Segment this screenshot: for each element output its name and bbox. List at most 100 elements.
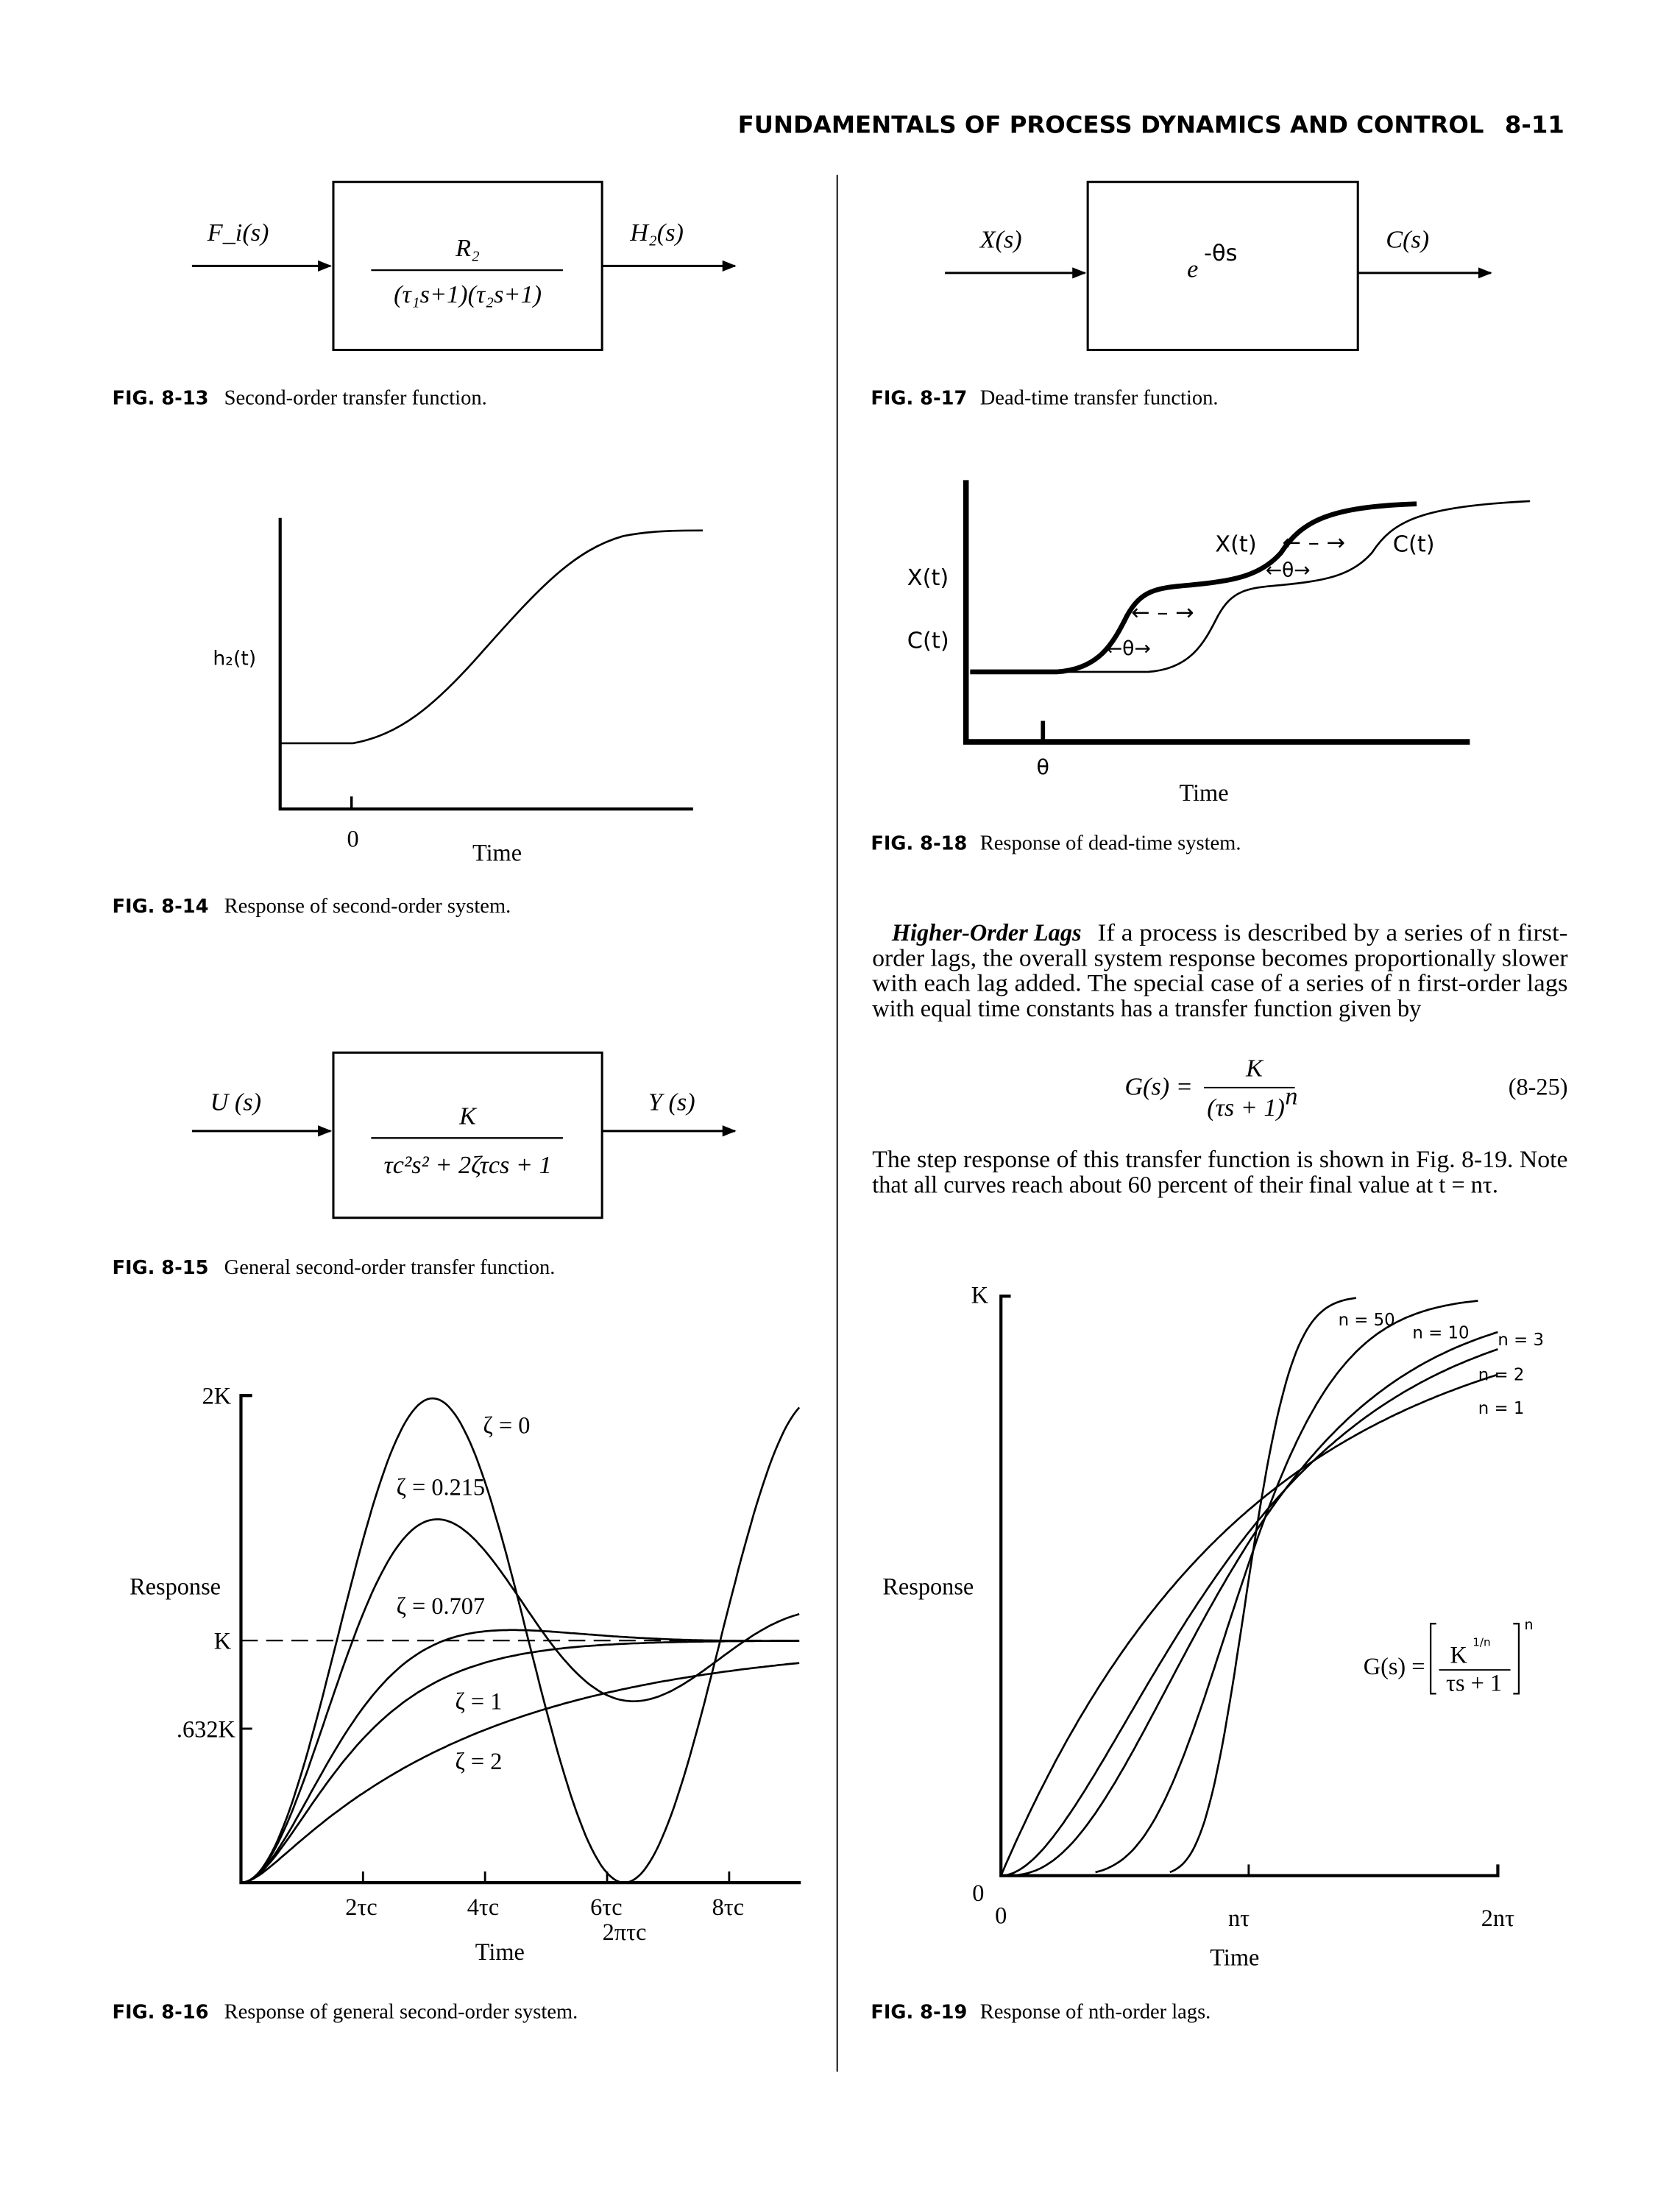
curve-label: ζ = 1 xyxy=(455,1688,502,1714)
curve-label: n = 10 xyxy=(1412,1323,1469,1342)
response-curve-zeta-1 xyxy=(241,1640,800,1884)
y-axis-label: h₂(t) xyxy=(213,647,256,670)
x-tick-label: 4τc xyxy=(467,1894,500,1920)
input-label: X(s) xyxy=(979,226,1022,254)
y-zero-label: 0 xyxy=(972,1880,984,1906)
curve-label: n = 3 xyxy=(1498,1331,1544,1350)
paragraph-line: with each lag added. The special case of… xyxy=(872,970,1567,996)
y-top-label: K xyxy=(971,1282,989,1309)
formula-numerator: K xyxy=(1450,1642,1467,1668)
response-curve-n-3 xyxy=(1001,1331,1498,1877)
x-tick-label: θ xyxy=(1037,755,1049,779)
axes xyxy=(999,1295,1500,1877)
denominator: τc²s² + 2ζτcs + 1 xyxy=(384,1151,552,1179)
figure-number: FIG. 8-15 xyxy=(112,1257,208,1279)
input-curve xyxy=(970,501,1417,675)
figure-caption: Dead-time transfer function. xyxy=(980,387,1219,410)
fig-8-19: K 0 Response 0 nτ 2nτ Time n = 1 n = 2 n… xyxy=(871,1282,1544,2024)
fig-8-17: X(s) C(s) e -θs FIG. 8-17 Dead-time tran… xyxy=(871,180,1492,410)
transfer-block xyxy=(1086,180,1359,352)
transfer-block xyxy=(332,1051,603,1219)
figure-caption: General second-order transfer function. xyxy=(224,1256,556,1279)
equation-denominator: (τs + 1) xyxy=(1207,1094,1285,1122)
block-base: e xyxy=(1187,255,1198,283)
fig-8-14: h₂(t) 0 Time FIG. 8-14 Response of secon… xyxy=(112,517,703,918)
response-curve-n-2 xyxy=(1001,1348,1498,1877)
response-curve-n-50 xyxy=(1169,1297,1357,1874)
numerator: K xyxy=(458,1102,478,1130)
output-label: C(s) xyxy=(1386,226,1429,254)
x-axis-label: Time xyxy=(472,840,522,866)
equation-lhs: G(s) = xyxy=(1124,1072,1192,1100)
block-exponent: -θs xyxy=(1204,241,1237,266)
curve-label: ζ = 0.707 xyxy=(397,1593,486,1619)
y-axis-label: Response xyxy=(130,1573,221,1599)
x-tick-label: 2τc xyxy=(345,1894,378,1920)
paragraph-line: with equal time constants has a transfer… xyxy=(872,995,1422,1021)
figure-caption: Response of dead-time system. xyxy=(980,832,1241,854)
curve-label-output: C(t) xyxy=(1393,531,1435,557)
response-curve xyxy=(280,529,703,745)
curve-label: ζ = 2 xyxy=(455,1748,502,1774)
x-tick-label: 8τc xyxy=(712,1894,745,1920)
y-tick-label-k: K xyxy=(214,1628,232,1654)
x-tick-label: 0 xyxy=(995,1902,1007,1928)
response-curve-zeta-0.215 xyxy=(241,1518,800,1884)
figure-number: FIG. 8-14 xyxy=(112,896,208,918)
fig-8-15: U (s) Y (s) K τc²s² + 2ζτcs + 1 FIG. 8-1… xyxy=(112,1051,737,1279)
axes xyxy=(278,517,693,811)
y-label-output: C(t) xyxy=(907,628,949,654)
formula-brackets xyxy=(1429,1623,1520,1695)
higher-order-lags-section: Higher-Order Lags If a process is descri… xyxy=(872,919,1568,1197)
fig-8-13: F_i(s) H₂(s) R₂ (τ₁s+1)(τ₂s+1) FIG. 8-13… xyxy=(112,180,737,410)
figure-number: FIG. 8-17 xyxy=(871,388,967,410)
transfer-function-formula: G(s) = K 1/n τs + 1 n xyxy=(1364,1617,1534,1696)
curve-label: n = 50 xyxy=(1339,1311,1395,1330)
axes xyxy=(239,1394,801,1885)
curve-label: ζ = 0 xyxy=(483,1412,530,1439)
response-curve-n-1 xyxy=(1000,1373,1498,1877)
x-tick-label: nτ xyxy=(1228,1905,1250,1931)
response-curve-zeta-2 xyxy=(241,1662,800,1884)
numerator: R₂ xyxy=(455,234,480,262)
denominator: (τ₁s+1)(τ₂s+1) xyxy=(394,280,542,308)
x-tick-label: 2nτ xyxy=(1481,1905,1514,1931)
response-curve-zeta-0.707 xyxy=(241,1629,800,1884)
figure-caption: Response of nth-order lags. xyxy=(980,2001,1211,2024)
formula-numerator-exponent: 1/n xyxy=(1472,1636,1490,1649)
figure-number: FIG. 8-19 xyxy=(871,2002,967,2024)
transfer-block xyxy=(332,180,603,352)
formula-exponent: n xyxy=(1525,1617,1534,1633)
output-curve xyxy=(970,500,1531,673)
fig-8-18: X(t) C(t) X(t) ← – → ←θ→ C(t) ← – → ←θ→ … xyxy=(871,480,1531,854)
figure-caption: Response of second-order system. xyxy=(224,895,511,918)
input-label: U (s) xyxy=(210,1088,261,1116)
curve-label-input: X(t) xyxy=(1215,531,1257,557)
shift-arrow: ← – → xyxy=(1283,530,1346,556)
paragraph-line: that all curves reach about 60 percent o… xyxy=(872,1171,1498,1197)
x-axis-label: Time xyxy=(1210,1944,1259,1970)
x-axis-label: Time xyxy=(1179,779,1228,806)
formula-lhs: G(s) = xyxy=(1364,1653,1425,1679)
equation-number: (8-25) xyxy=(1509,1073,1568,1100)
page-number: 8-11 xyxy=(1505,111,1564,139)
curve-label: n = 2 xyxy=(1478,1365,1525,1384)
section-heading: Higher-Order Lags xyxy=(891,919,1082,946)
input-label: F_i(s) xyxy=(207,219,269,247)
paragraph-line: If a process is described by a series of… xyxy=(1097,919,1567,946)
paragraph-line: order lags, the overall system response … xyxy=(872,944,1568,971)
theta-arrow: ←θ→ xyxy=(1266,559,1311,582)
y-label-input: X(t) xyxy=(907,565,949,591)
equation-numerator: K xyxy=(1245,1055,1264,1083)
y-tick-label-632k: .632K xyxy=(177,1715,236,1742)
axes xyxy=(963,480,1470,745)
fig-8-16: 2K K .632K Response 2τc 4τc 6τc 8τc 2πτc… xyxy=(112,1383,801,2024)
running-header-title: FUNDAMENTALS OF PROCESS DYNAMICS AND CON… xyxy=(738,111,1484,139)
x-tick-label-2pi: 2πτc xyxy=(603,1919,647,1945)
theta-arrow: ←θ→ xyxy=(1106,637,1151,660)
figure-number: FIG. 8-16 xyxy=(112,2002,208,2024)
figure-caption: Response of general second-order system. xyxy=(224,2001,578,2024)
curve-label: n = 1 xyxy=(1478,1399,1525,1418)
